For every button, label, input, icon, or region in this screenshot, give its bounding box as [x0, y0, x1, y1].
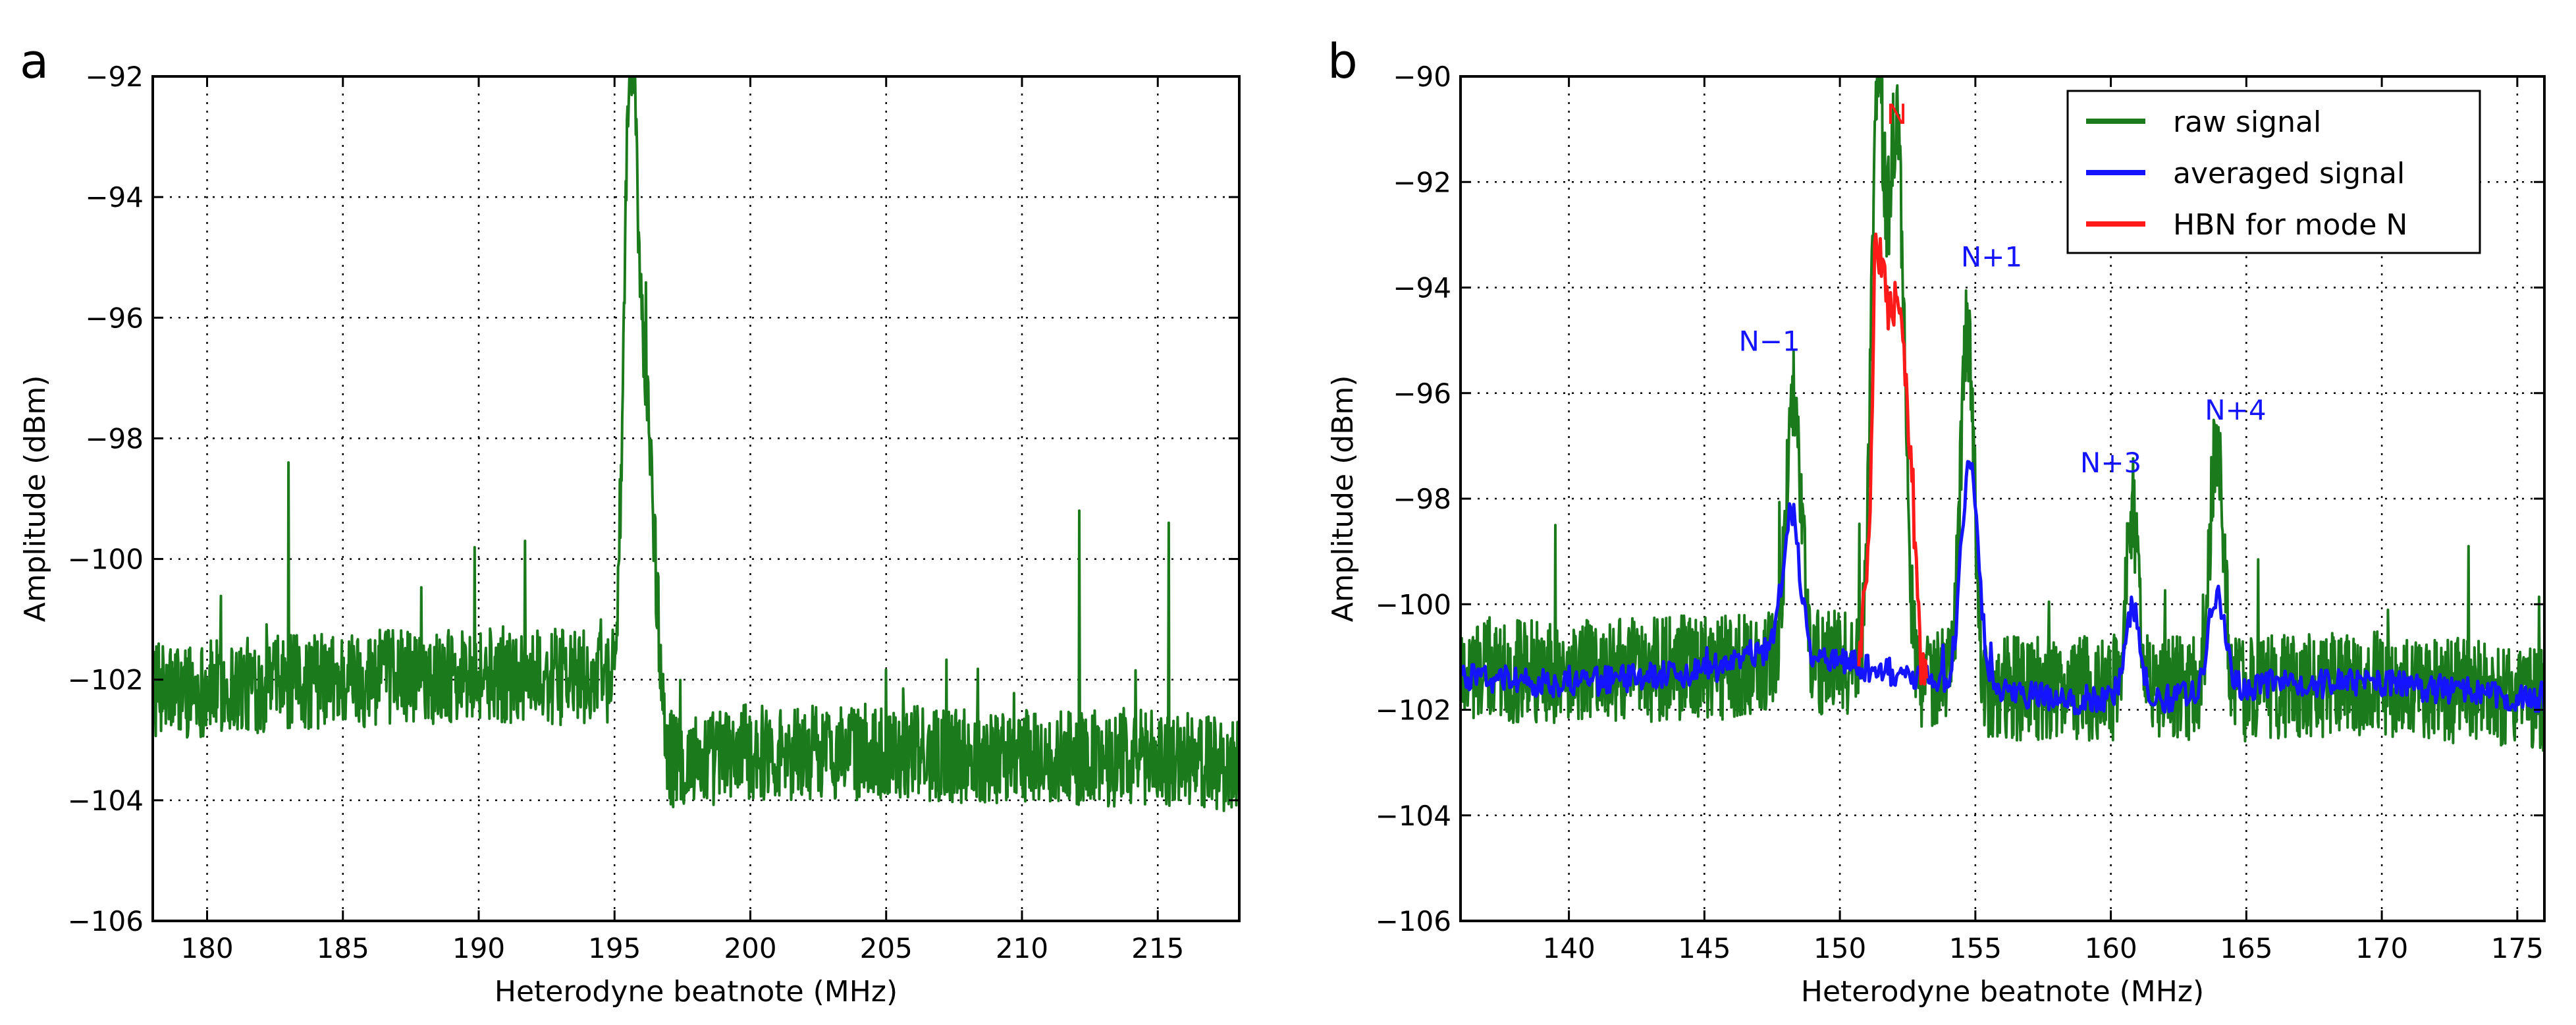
y-tick-label: −98: [85, 422, 144, 455]
x-tick-label: 215: [1131, 932, 1184, 964]
y-tick-label: −94: [1393, 272, 1451, 304]
peak-annotation: N+3: [2080, 447, 2141, 479]
y-tick-label: −90: [1393, 61, 1451, 93]
x-tick-label: 195: [588, 932, 641, 964]
y-axis-label-b: Amplitude (dBm): [1326, 375, 1360, 623]
peak-annotation: N+4: [2205, 394, 2266, 426]
legend-label-raw: raw signal: [2173, 105, 2321, 139]
x-tick-label: 205: [860, 932, 913, 964]
panel-letter-a: a: [20, 34, 49, 89]
y-tick-label: −106: [68, 905, 144, 937]
x-tick-label: 185: [317, 932, 369, 964]
y-tick-label: −102: [1376, 694, 1451, 727]
y-tick-label: −96: [85, 302, 144, 334]
series-line-hbn-for-mode-n: [1857, 233, 1929, 686]
y-tick-label: −100: [68, 543, 144, 576]
panel-letter-b: b: [1328, 34, 1358, 89]
x-tick-label: 170: [2355, 932, 2408, 964]
peak-annotation: N: [1887, 98, 1907, 130]
x-tick-label: 160: [2085, 932, 2137, 964]
legend-label-hbn: HBN for mode N: [2173, 208, 2407, 242]
x-tick-label: 200: [724, 932, 776, 964]
legend: raw signal averaged signal HBN for mode …: [2066, 90, 2481, 254]
y-tick-label: −102: [68, 664, 144, 696]
y-tick-label: −100: [1376, 588, 1451, 621]
x-tick-label: 190: [452, 932, 505, 964]
x-tick-label: 155: [1949, 932, 2002, 964]
series-line-raw-signal: [1461, 76, 2544, 752]
y-tick-label: −104: [1376, 800, 1451, 832]
chart-panel-a: 180 185 190 195 200 205 210 215 −106 −104 −102 −100…: [18, 61, 1241, 1009]
y-tick-label: −92: [85, 61, 144, 93]
y-tick-label: −98: [1393, 483, 1451, 515]
x-axis-label-a: Heterodyne beatnote (MHz): [495, 975, 898, 1009]
y-tick-label: −92: [1393, 166, 1451, 198]
x-axis-label-b: Heterodyne beatnote (MHz): [1801, 975, 2204, 1009]
x-tick-label: 175: [2491, 932, 2544, 964]
x-tick-label: 145: [1678, 932, 1731, 964]
legend-label-averaged: averaged signal: [2173, 157, 2405, 190]
y-axis-label-a: Amplitude (dBm): [18, 375, 52, 623]
x-tick-label: 210: [996, 932, 1048, 964]
x-tick-label: 165: [2220, 932, 2272, 964]
series-line-averaged-signal: [1461, 460, 2544, 715]
y-tick-label: −94: [85, 181, 144, 213]
series-line-raw-signal: [153, 76, 1239, 812]
peak-annotation: N+1: [1961, 240, 2022, 273]
chart-panel-b: 140 145 150 155 160 165 170 175 −106 −104 −102 −100…: [1326, 61, 2546, 1009]
x-tick-label: 180: [180, 932, 233, 964]
x-tick-label: 150: [1813, 932, 1866, 964]
plot-frame-a: [151, 75, 1241, 922]
peak-annotation: N−1: [1738, 325, 1800, 358]
y-tick-label: −104: [68, 785, 144, 817]
x-tick-label: 140: [1543, 932, 1596, 964]
y-tick-label: −96: [1393, 377, 1451, 410]
y-tick-label: −106: [1376, 905, 1451, 937]
